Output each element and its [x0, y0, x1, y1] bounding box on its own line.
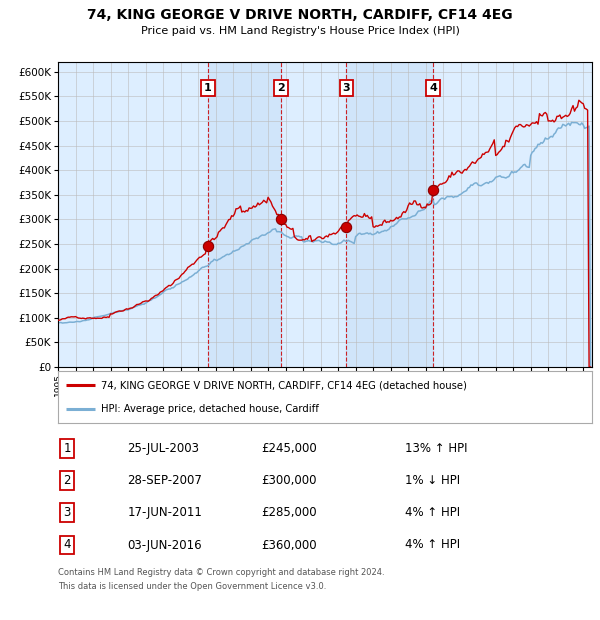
- Text: This data is licensed under the Open Government Licence v3.0.: This data is licensed under the Open Gov…: [58, 582, 326, 591]
- Text: 74, KING GEORGE V DRIVE NORTH, CARDIFF, CF14 4EG (detached house): 74, KING GEORGE V DRIVE NORTH, CARDIFF, …: [101, 380, 467, 390]
- Text: 4% ↑ HPI: 4% ↑ HPI: [405, 507, 460, 520]
- Text: £285,000: £285,000: [261, 507, 317, 520]
- Text: 2: 2: [64, 474, 71, 487]
- Text: 3: 3: [343, 83, 350, 93]
- Bar: [208, 62, 281, 367]
- Text: 03-JUN-2016: 03-JUN-2016: [127, 539, 202, 552]
- Text: 1% ↓ HPI: 1% ↓ HPI: [405, 474, 460, 487]
- Text: Contains HM Land Registry data © Crown copyright and database right 2024.: Contains HM Land Registry data © Crown c…: [58, 568, 385, 577]
- Text: 2: 2: [277, 83, 285, 93]
- Text: £300,000: £300,000: [261, 474, 316, 487]
- Text: 1: 1: [204, 83, 212, 93]
- Text: £360,000: £360,000: [261, 539, 317, 552]
- Point: [341, 222, 351, 232]
- Point: [276, 215, 286, 224]
- Text: 1: 1: [64, 442, 71, 455]
- Text: 25-JUL-2003: 25-JUL-2003: [127, 442, 199, 455]
- Text: HPI: Average price, detached house, Cardiff: HPI: Average price, detached house, Card…: [101, 404, 319, 414]
- Text: Price paid vs. HM Land Registry's House Price Index (HPI): Price paid vs. HM Land Registry's House …: [140, 26, 460, 36]
- Point: [428, 185, 438, 195]
- Text: 17-JUN-2011: 17-JUN-2011: [127, 507, 202, 520]
- Text: 28-SEP-2007: 28-SEP-2007: [127, 474, 202, 487]
- Text: 13% ↑ HPI: 13% ↑ HPI: [405, 442, 467, 455]
- Text: 4: 4: [429, 83, 437, 93]
- Text: 4: 4: [64, 539, 71, 552]
- Bar: [346, 62, 433, 367]
- Text: £245,000: £245,000: [261, 442, 317, 455]
- Text: 3: 3: [64, 507, 71, 520]
- Point: [203, 242, 212, 252]
- Text: 4% ↑ HPI: 4% ↑ HPI: [405, 539, 460, 552]
- Text: 74, KING GEORGE V DRIVE NORTH, CARDIFF, CF14 4EG: 74, KING GEORGE V DRIVE NORTH, CARDIFF, …: [87, 8, 513, 22]
